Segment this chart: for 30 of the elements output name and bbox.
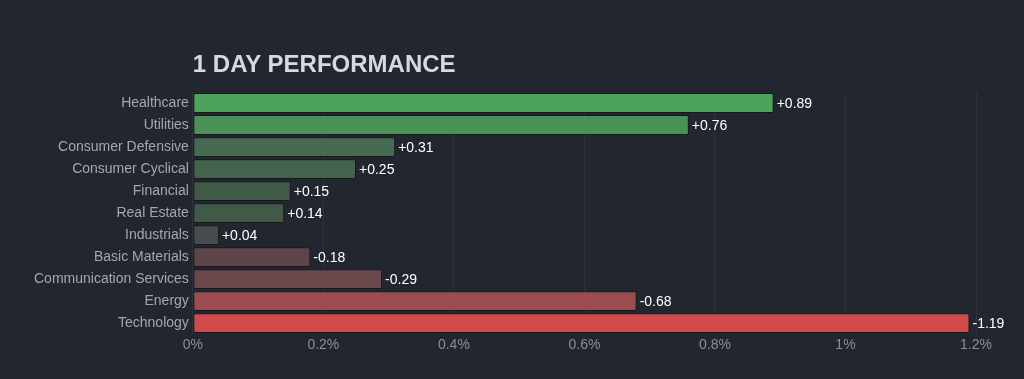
y-tick-label: Real Estate (116, 203, 190, 220)
y-tick-label: Financial (132, 181, 189, 198)
y-tick-label: Utilities (143, 115, 189, 132)
chart-title: 1 DAY PERFORMANCE (192, 50, 456, 77)
x-tick-label: 0.8% (698, 336, 731, 353)
data-label: +0.76 (691, 116, 728, 133)
data-label: +0.15 (293, 182, 330, 199)
data-label: +0.25 (358, 160, 395, 177)
y-tick-label: Communication Services (33, 270, 189, 287)
data-label: -0.18 (313, 249, 346, 265)
y-tick-label: Basic Materials (93, 248, 189, 264)
y-tick-label: Healthcare (121, 93, 190, 110)
y-tick-label: Consumer Cyclical (72, 159, 189, 176)
y-tick-label: Industrials (125, 225, 189, 242)
data-label: -1.19 (972, 315, 1005, 332)
data-label: +0.31 (398, 138, 434, 155)
data-label: -0.29 (385, 271, 418, 288)
data-label: +0.04 (221, 226, 258, 243)
x-tick-label: 1% (835, 336, 856, 353)
y-tick-label: Consumer Defensive (58, 137, 190, 154)
x-tick-label: 1.2% (960, 336, 992, 353)
y-tick-label: Technology (118, 314, 189, 331)
x-tick-label: 0.4% (437, 336, 470, 353)
data-label: +0.89 (776, 94, 813, 111)
x-tick-label: 0.2% (307, 336, 340, 353)
x-tick-label: 0.6% (568, 336, 601, 353)
y-tick-label: Energy (144, 292, 189, 309)
x-tick-label: 0% (182, 336, 203, 353)
data-label: -0.68 (639, 293, 672, 310)
data-label: +0.14 (287, 204, 323, 221)
